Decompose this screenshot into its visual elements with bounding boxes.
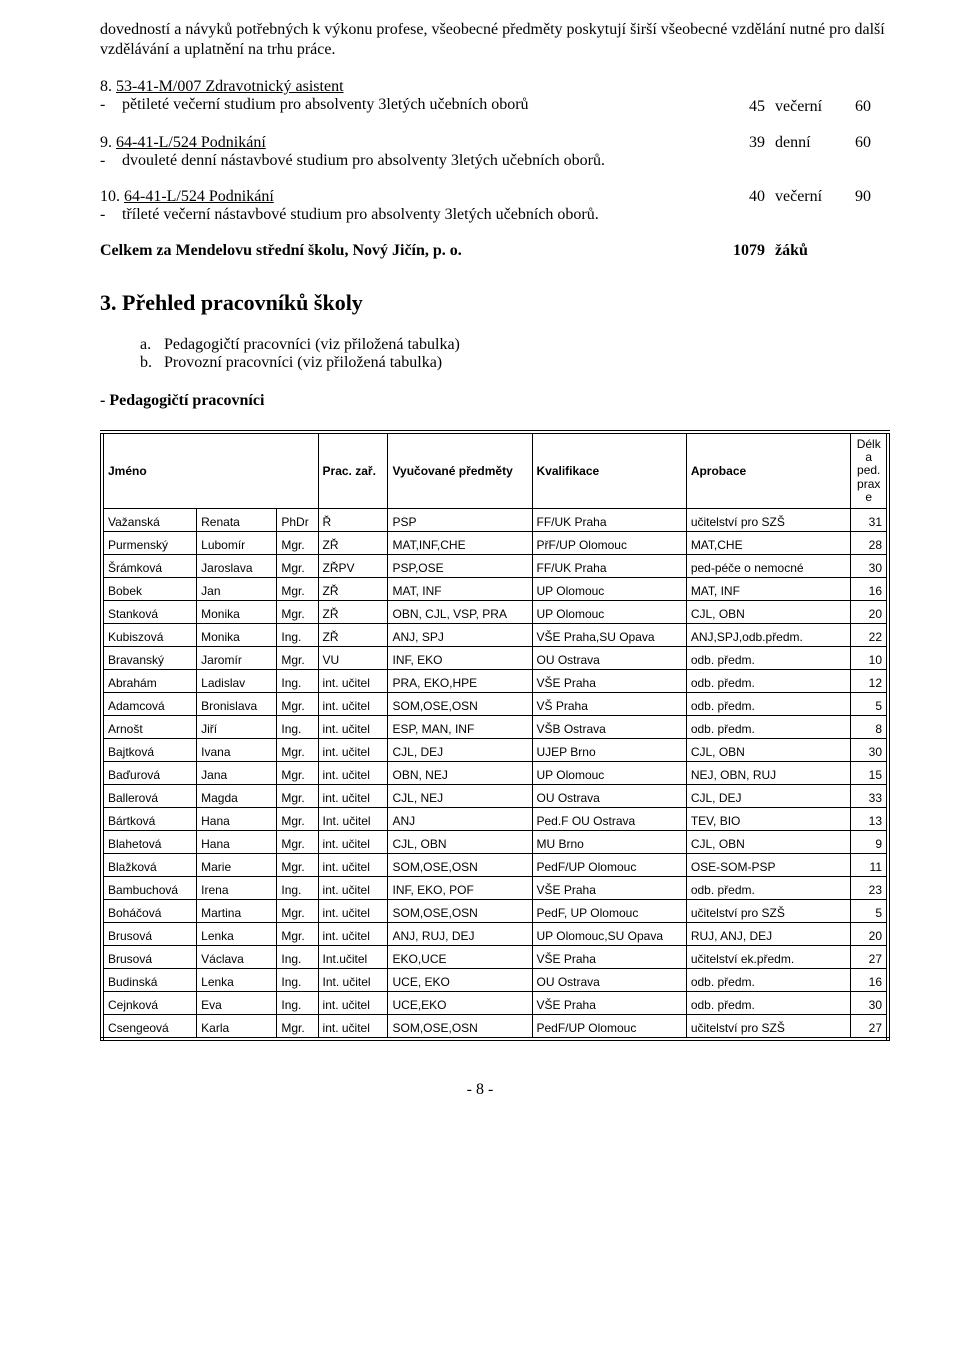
item-cap: 90 xyxy=(855,188,890,206)
table-row: BajtkováIvanaMgr.int. učitelCJL, DEJUJEP… xyxy=(102,739,888,762)
table-row: StankováMonikaMgr.ZŘOBN, CJL, VSP, PRAUP… xyxy=(102,601,888,624)
item-cap: 60 xyxy=(855,134,890,152)
table-row: AdamcováBronislavaMgr.int. učitelSOM,OSE… xyxy=(102,693,888,716)
table-row: BaďurováJanaMgr.int. učitelOBN, NEJUP Ol… xyxy=(102,762,888,785)
total-row: Celkem za Mendelovu střední školu, Nový … xyxy=(100,242,890,260)
item-desc: tříleté večerní nástavbové studium pro a… xyxy=(122,206,700,224)
item-number: 8. xyxy=(100,78,116,95)
item-title: 64-41-L/524 Podnikání xyxy=(116,134,266,151)
item-form: večerní xyxy=(775,188,855,206)
intro-paragraph: dovedností a návyků potřebných k výkonu … xyxy=(100,20,890,60)
col-prac: Prac. zař. xyxy=(318,432,388,509)
table-row: BravanskýJaromírMgr.VUINF, EKOOU Ostrava… xyxy=(102,647,888,670)
item-desc: dvouleté denní nástavbové studium pro ab… xyxy=(122,152,700,170)
col-aprob: Aprobace xyxy=(686,432,851,509)
table-row: BobekJanMgr.ZŘMAT, INFUP OlomoucMAT, INF… xyxy=(102,578,888,601)
table-row: ŠrámkováJaroslavaMgr.ZŘPVPSP,OSEFF/UK Pr… xyxy=(102,555,888,578)
table-row: BlažkováMarieMgr.int. učitelSOM,OSE,OSNP… xyxy=(102,854,888,877)
item-count: 40 xyxy=(710,188,775,206)
table-row: ArnoštJiříIng.int. učitelESP, MAN, INFVŠ… xyxy=(102,716,888,739)
section-3-heading: 3. Přehled pracovníků školy xyxy=(100,290,890,316)
item-count: 45 xyxy=(710,98,775,116)
program-item: 8. 53-41-M/007 Zdravotnický asistent-pět… xyxy=(100,78,890,116)
item-form: večerní xyxy=(775,98,855,116)
program-item: 9. 64-41-L/524 Podnikání-dvouleté denní … xyxy=(100,134,890,170)
staff-table-header: Jméno Prac. zař. Vyučované předměty Kval… xyxy=(102,432,888,509)
table-row: BrusováVáclavaIng.Int.učitelEKO,UCEVŠE P… xyxy=(102,946,888,969)
section-3-sublist: a.Pedagogičtí pracovníci (viz přiložená … xyxy=(140,336,890,372)
program-item: 10. 64-41-L/524 Podnikání-tříleté večern… xyxy=(100,188,890,224)
item-title: 53-41-M/007 Zdravotnický asistent xyxy=(116,78,344,95)
total-value: 1079 xyxy=(710,242,775,260)
table-row: BudinskáLenkaIng.Int. učitelUCE, EKOOU O… xyxy=(102,969,888,992)
col-kval: Kvalifikace xyxy=(532,432,686,509)
sub-a: Pedagogičtí pracovníci (viz přiložená ta… xyxy=(164,336,460,354)
col-delka: Délk a ped. prax e xyxy=(851,432,888,509)
table-row: PurmenskýLubomírMgr.ZŘMAT,INF,CHEPřF/UP … xyxy=(102,532,888,555)
item-form: denní xyxy=(775,134,855,152)
item-desc: pětileté večerní studium pro absolventy … xyxy=(122,96,700,114)
item-title: 64-41-L/524 Podnikání xyxy=(124,188,274,205)
table-row: BoháčováMartinaMgr.int. učitelSOM,OSE,OS… xyxy=(102,900,888,923)
staff-table: Jméno Prac. zař. Vyučované předměty Kval… xyxy=(100,430,890,1041)
table-row: AbrahámLadislavIng.int. učitelPRA, EKO,H… xyxy=(102,670,888,693)
item-number: 9. xyxy=(100,134,116,151)
staff-heading: - Pedagogičtí pracovníci xyxy=(100,392,890,410)
table-row: BambuchováIrenaIng.int. učitelINF, EKO, … xyxy=(102,877,888,900)
col-vyuc: Vyučované předměty xyxy=(388,432,532,509)
table-row: BrusováLenkaMgr.int. učitelANJ, RUJ, DEJ… xyxy=(102,923,888,946)
table-row: BlahetováHanaMgr.int. učitelCJL, OBNMU B… xyxy=(102,831,888,854)
total-unit: žáků xyxy=(775,242,855,260)
page-footer: - 8 - xyxy=(0,1081,960,1099)
table-row: CsengeováKarlaMgr.int. učitelSOM,OSE,OSN… xyxy=(102,1015,888,1040)
total-label: Celkem za Mendelovu střední školu, Nový … xyxy=(100,242,710,260)
item-cap: 60 xyxy=(855,98,890,116)
table-row: VažanskáRenataPhDrŘPSPFF/UK Prahaučitels… xyxy=(102,509,888,532)
table-row: KubiszováMonikaIng.ZŘANJ, SPJVŠE Praha,S… xyxy=(102,624,888,647)
table-row: BártkováHanaMgr.Int. učitelANJPed.F OU O… xyxy=(102,808,888,831)
table-row: BallerováMagdaMgr.int. učitelCJL, NEJOU … xyxy=(102,785,888,808)
item-count: 39 xyxy=(710,134,775,152)
sub-b: Provozní pracovníci (viz přiložená tabul… xyxy=(164,354,442,372)
table-row: CejnkováEvaIng.int. učitelUCE,EKOVŠE Pra… xyxy=(102,992,888,1015)
item-number: 10. xyxy=(100,188,124,205)
col-jmeno: Jméno xyxy=(102,432,318,509)
